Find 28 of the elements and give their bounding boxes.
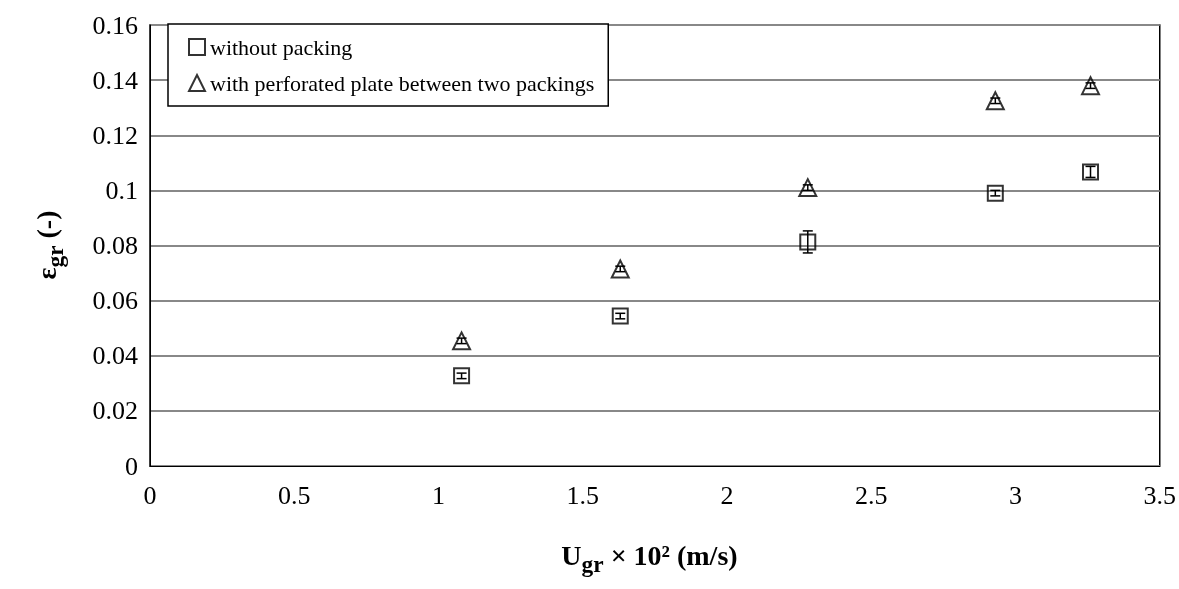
y-tick-label: 0.12 [92, 120, 138, 150]
y-tick-label: 0.08 [92, 231, 138, 260]
x-tick-label: 1.5 [566, 480, 599, 510]
point [1081, 76, 1101, 96]
point [610, 259, 630, 279]
x-tick-label: 1 [432, 480, 445, 510]
y-tick-label: 0.1 [105, 175, 138, 205]
x-tick-label: 2.5 [855, 480, 888, 510]
point [452, 331, 472, 351]
point [611, 307, 629, 325]
x-axis-title: U$_{gr}$ × 10² (m/s) [560, 540, 739, 578]
point [985, 91, 1005, 111]
point [986, 184, 1004, 202]
x-tick-label: 0 [143, 480, 157, 510]
y-tick-label: 0.16 [92, 10, 138, 40]
y-tick-label: 0.14 [92, 65, 138, 95]
x-tick-label: 0.5 [278, 480, 311, 510]
legend-label: without packing [210, 34, 353, 60]
y-tick-label: 0 [125, 451, 138, 481]
point [798, 178, 818, 198]
x-tick-label: 3.5 [1143, 480, 1176, 510]
y-tick-label: 0.06 [92, 286, 138, 316]
x-tick-label: 3 [1009, 480, 1022, 510]
legend-label: with perforated plate between two packings [210, 70, 595, 96]
y-tick-label: 0.02 [92, 396, 138, 426]
point [453, 367, 471, 385]
x-tick-label: 2 [720, 480, 734, 510]
y-tick-label: 0.04 [92, 341, 138, 371]
